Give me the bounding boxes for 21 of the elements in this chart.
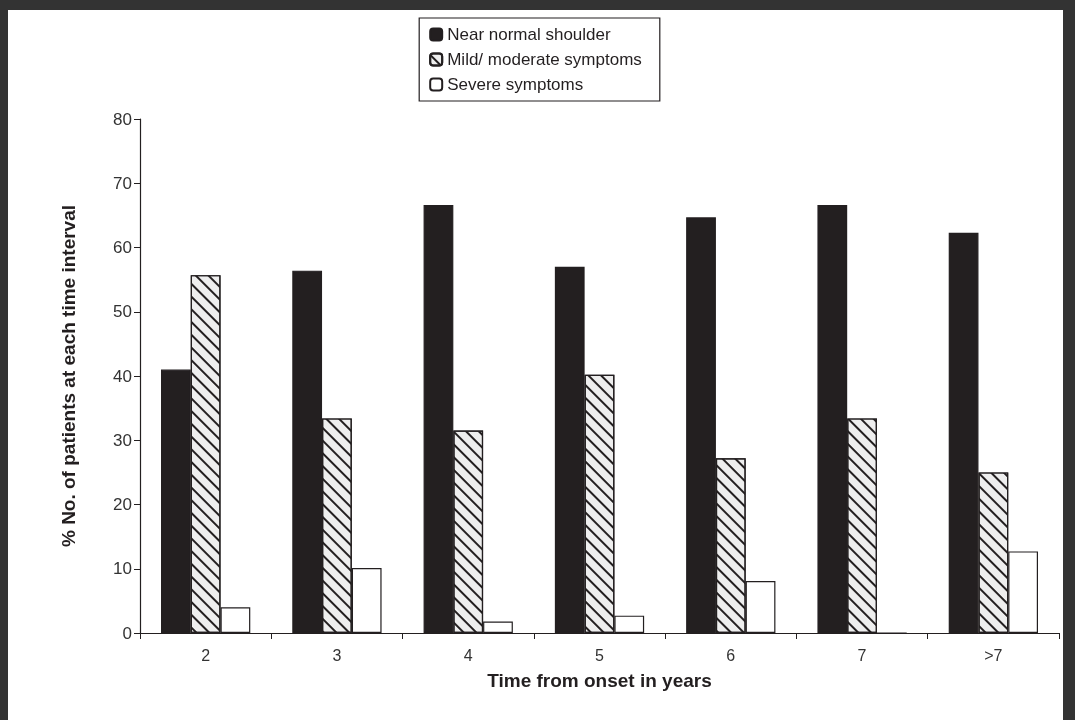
y-tick-label: 80 [113,109,132,129]
y-tick-label: 0 [122,623,132,643]
y-tick-label: 60 [113,238,132,257]
x-tick-label: 6 [726,646,736,664]
x-tick-label: 4 [463,646,473,664]
x-tick-label: 3 [332,646,342,664]
legend-label: Mild/ moderate symptoms [447,50,642,69]
x-axis-title: Time from onset in years [487,670,712,691]
x-tick-label: 5 [595,646,605,664]
y-tick-label: 40 [113,366,132,386]
x-tick-label: 7 [857,646,867,664]
x-tick-label: >7 [984,646,1003,664]
x-tick-label: 2 [201,646,211,664]
y-tick-label: 70 [113,173,132,193]
y-tick-label: 10 [113,559,132,579]
y-tick-label: 50 [113,302,132,322]
y-tick-label: 20 [113,495,132,514]
y-axis-title: % No. of patients at each time interval [58,204,79,548]
legend-label: Severe symptoms [447,75,584,94]
legend-label: Near normal shoulder [447,25,611,44]
y-tick-label: 30 [113,430,132,450]
